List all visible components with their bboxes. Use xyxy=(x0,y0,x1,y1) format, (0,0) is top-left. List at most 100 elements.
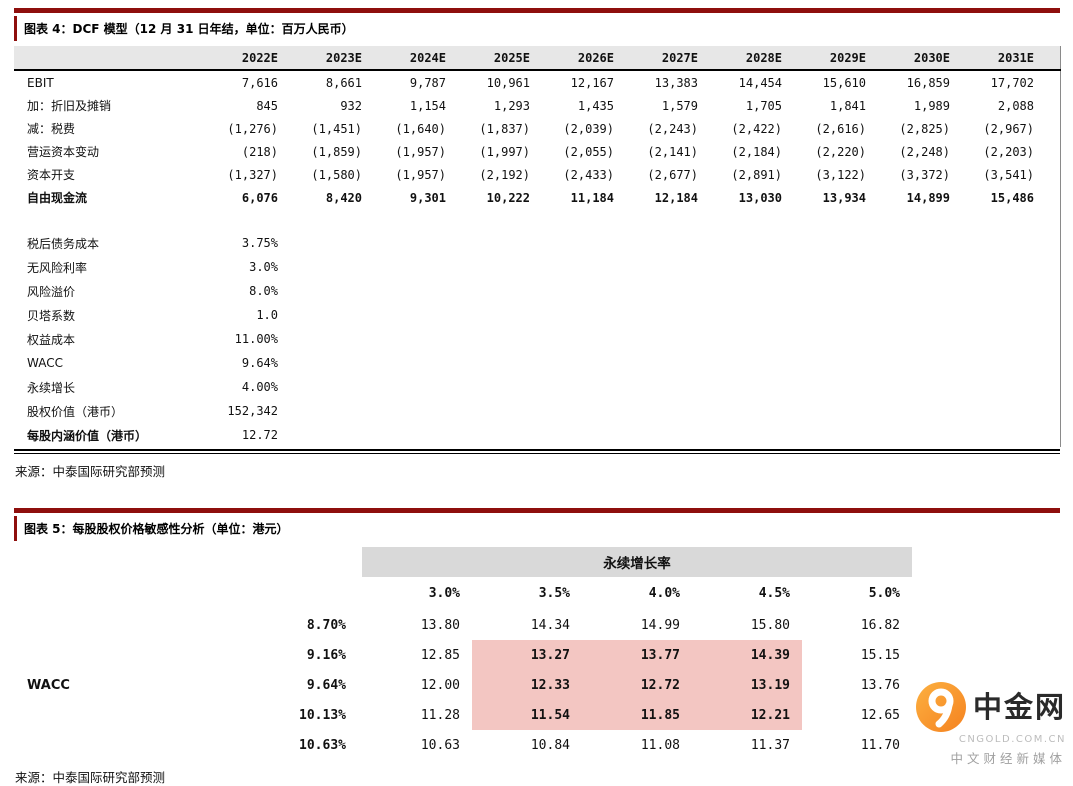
domain-text: CNGOLD.COM.CN xyxy=(958,734,1066,745)
value-cell: (2,891) xyxy=(731,167,782,182)
empty-cell xyxy=(278,423,1034,447)
value-cell: 11,184 xyxy=(570,190,614,205)
assumption-value: 12.72 xyxy=(241,428,278,442)
assumption-row: WACC 9.64% xyxy=(14,351,1061,375)
assumption-label: 税后债务成本 xyxy=(27,236,100,251)
value-cell: (1,859) xyxy=(311,144,362,159)
value-cell: (2,203) xyxy=(983,144,1034,159)
spacer-cell xyxy=(1034,46,1061,71)
spacer-cell xyxy=(1034,399,1061,423)
assumption-row: 风险溢价 8.0% xyxy=(14,279,1061,303)
value-cell: (2,677) xyxy=(647,167,698,182)
value-cell: 11.08 xyxy=(640,737,680,753)
spacer-cell xyxy=(1034,209,1061,231)
value-cell: (1,451) xyxy=(311,121,362,136)
value-cell: 7,616 xyxy=(241,75,278,90)
empty-cell xyxy=(278,399,1034,423)
column-header: 2025E xyxy=(446,46,530,71)
row-label: 资本开支 xyxy=(27,168,76,182)
figure4-top-accent-bar xyxy=(14,8,1060,13)
highlighted-value-cell: 14.39 xyxy=(692,640,802,670)
value-cell: 15,610 xyxy=(822,75,866,90)
spacer-cell xyxy=(1034,303,1061,327)
assumption-value: 8.0% xyxy=(249,284,278,298)
empty-cell xyxy=(278,351,1034,375)
highlighted-value-cell: 12.33 xyxy=(472,670,582,700)
assumption-label: 无风险利率 xyxy=(27,260,88,275)
sensitivity-row: 9.16% 12.85 13.27 13.77 14.39 15.15 xyxy=(14,640,912,670)
value-cell: (1,957) xyxy=(395,167,446,182)
value-cell: (2,055) xyxy=(563,144,614,159)
column-header: 2028E xyxy=(698,46,782,71)
empty-cell xyxy=(278,255,1034,279)
value-cell: (1,580) xyxy=(311,167,362,182)
assumption-value: 3.75% xyxy=(241,236,278,250)
sensitivity-row: 10.63% 10.63 10.84 11.08 11.37 11.70 xyxy=(14,730,912,760)
empty-cell xyxy=(278,279,1034,303)
value-cell: 14.34 xyxy=(530,617,570,633)
column-header: 2030E xyxy=(866,46,950,71)
assumption-value: 1.0 xyxy=(256,308,278,322)
assumption-value: 9.64% xyxy=(241,356,278,370)
value-cell: 16,859 xyxy=(906,75,950,90)
value-cell: (218) xyxy=(241,144,278,159)
value-cell: 1,579 xyxy=(661,98,698,113)
table-row: 减：税费 (1,276) (1,451) (1,640) (1,837) (2,… xyxy=(14,117,1061,140)
gap-row xyxy=(14,209,1061,231)
value-cell: 14,454 xyxy=(738,75,782,90)
row-label: 加：折旧及摊销 xyxy=(27,99,112,113)
value-cell: 13,030 xyxy=(738,190,782,205)
assumption-row: 每股内涵价值（港币） 12.72 xyxy=(14,423,1061,447)
spacer-cell xyxy=(1034,231,1061,255)
column-header: 4.0% xyxy=(648,586,680,601)
value-cell: (1,276) xyxy=(227,121,278,136)
table-row: 营运资本变动 (218) (1,859) (1,957) (1,997) (2,… xyxy=(14,140,1061,163)
growth-band-label: 永续增长率 xyxy=(362,547,912,577)
spacer-cell xyxy=(1034,186,1061,209)
value-cell: 9,301 xyxy=(409,190,446,205)
value-cell: (1,997) xyxy=(479,144,530,159)
value-cell: 13.76 xyxy=(860,677,900,693)
value-cell: (2,422) xyxy=(731,121,782,136)
value-cell: (1,957) xyxy=(395,144,446,159)
value-cell: 8,420 xyxy=(325,190,362,205)
value-cell: 2,088 xyxy=(997,98,1034,113)
assumption-row: 永续增长 4.00% xyxy=(14,375,1061,399)
highlighted-value-cell: 11.85 xyxy=(582,700,692,730)
value-cell: 17,702 xyxy=(990,75,1034,90)
spacer-cell xyxy=(1034,351,1061,375)
row-label: 减：税费 xyxy=(27,122,76,136)
row-label: 8.70% xyxy=(306,617,346,633)
tagline-text: 中文财经新媒体 xyxy=(950,751,1066,766)
spacer-cell xyxy=(1034,423,1061,447)
value-cell: (2,184) xyxy=(731,144,782,159)
row-label: 9.16% xyxy=(306,647,346,663)
spacer-cell xyxy=(1034,375,1061,399)
assumption-value: 11.00% xyxy=(234,332,278,346)
figure5-top-accent-bar xyxy=(14,508,1060,513)
value-cell: 10,222 xyxy=(486,190,530,205)
assumption-row: 股权价值（港币） 152,342 xyxy=(14,399,1061,423)
value-cell: 14,899 xyxy=(906,190,950,205)
value-cell: 1,435 xyxy=(577,98,614,113)
value-cell: 12.00 xyxy=(420,677,460,693)
column-header: 2031E xyxy=(950,46,1034,71)
value-cell: 932 xyxy=(340,98,362,113)
value-cell: 12,184 xyxy=(654,190,698,205)
corner-cell xyxy=(14,46,194,71)
spacer-cell xyxy=(1034,279,1061,303)
value-cell: 15.80 xyxy=(750,617,790,633)
value-cell: (1,327) xyxy=(227,167,278,182)
growth-band-row: 永续增长率 xyxy=(14,547,912,577)
assumption-label: 股权价值（港币） xyxy=(27,404,124,419)
sensitivity-row: WACC 8.70% 13.80 14.34 14.99 15.80 16.82 xyxy=(14,610,912,693)
value-cell: 8,661 xyxy=(325,75,362,90)
value-cell: 845 xyxy=(256,98,278,113)
watermark-brand-row: 中金网 xyxy=(894,681,1066,733)
value-cell: 16.82 xyxy=(860,617,900,633)
value-cell: 13.80 xyxy=(420,617,460,633)
column-header: 2027E xyxy=(614,46,698,71)
value-cell: (2,220) xyxy=(815,144,866,159)
spacer-cell xyxy=(1034,70,1061,94)
value-cell: (2,967) xyxy=(983,121,1034,136)
